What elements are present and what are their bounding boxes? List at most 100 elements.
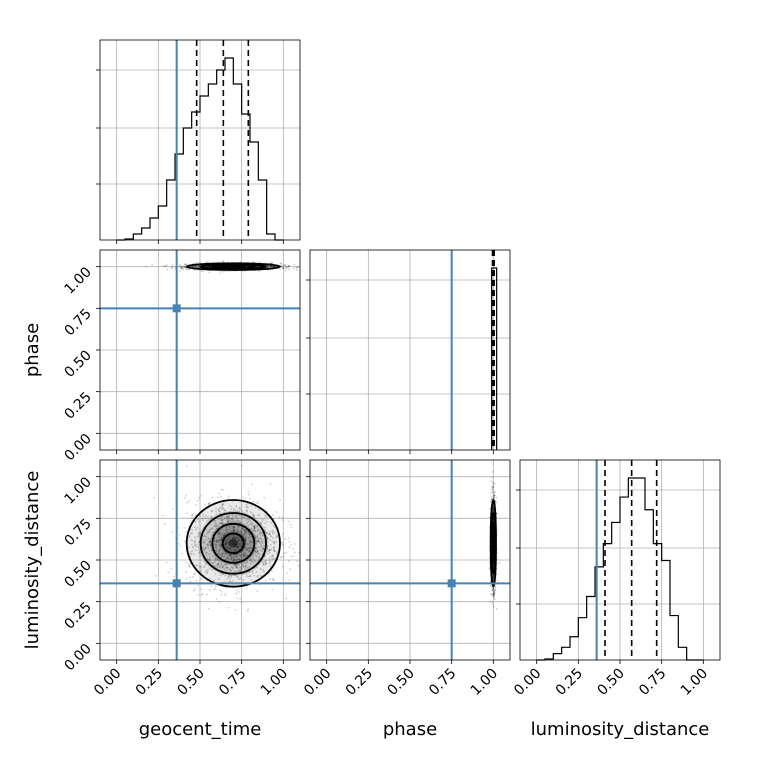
panel-geocent_time-vs-luminosity_distance: 0.00 0.25 0.50 0.75 1.000.000.250.500.751.00 xyxy=(61,459,301,699)
panel-phase-hist-histogram xyxy=(491,267,498,450)
panel-geocent_time-vs-luminosity_distance-sample xyxy=(215,597,218,600)
panel-geocent_time-vs-luminosity_distance-sample xyxy=(220,515,223,518)
panel-geocent_time-vs-luminosity_distance-sample xyxy=(280,541,283,544)
panel-geocent_time-vs-luminosity_distance-sample xyxy=(239,530,241,533)
panel-geocent_time-vs-luminosity_distance-sample xyxy=(248,537,251,540)
panel-geocent_time-vs-luminosity_distance-sample xyxy=(219,533,221,535)
panel-geocent_time-vs-luminosity_distance-sample xyxy=(209,543,212,546)
panel-geocent_time-vs-luminosity_distance-sample xyxy=(234,549,237,552)
panel-geocent_time-vs-luminosity_distance-sample xyxy=(249,562,252,565)
panel-phase-vs-luminosity_distance-sample xyxy=(498,562,500,564)
panel-geocent_time-vs-luminosity_distance-sample xyxy=(246,546,248,549)
panel-geocent_time-vs-luminosity_distance-sample xyxy=(219,522,222,525)
panel-geocent_time-vs-luminosity_distance-sample xyxy=(273,548,276,551)
panel-phase-vs-luminosity_distance-sample xyxy=(492,483,495,485)
panel-geocent_time-vs-luminosity_distance-sample xyxy=(192,512,195,515)
panel-phase-vs-luminosity_distance-sample xyxy=(492,543,495,545)
panel-geocent_time-vs-luminosity_distance-sample xyxy=(253,525,256,527)
panel-geocent_time-vs-luminosity_distance-sample xyxy=(208,531,211,534)
panel-phase-vs-luminosity_distance-sample xyxy=(492,539,495,542)
panel-geocent_time-vs-luminosity_distance-sample xyxy=(228,547,231,550)
panel-geocent_time-vs-luminosity_distance-sample xyxy=(268,549,271,552)
panel-geocent_time-vs-luminosity_distance-sample xyxy=(224,532,226,535)
panel-geocent_time-vs-phase-sample xyxy=(218,265,221,268)
panel-geocent_time-vs-luminosity_distance-sample xyxy=(244,534,247,537)
panel-geocent_time-vs-luminosity_distance-sample xyxy=(290,526,293,529)
panel-geocent_time-vs-phase-sample xyxy=(228,265,231,268)
panel-geocent_time-vs-luminosity_distance-sample xyxy=(236,576,238,578)
panel-geocent_time-vs-luminosity_distance-sample xyxy=(243,554,246,557)
panel-geocent_time-vs-luminosity_distance-sample xyxy=(253,534,256,537)
panel-geocent_time-vs-luminosity_distance-sample xyxy=(234,570,237,573)
panel-geocent_time-vs-luminosity_distance-sample xyxy=(218,601,220,603)
panel-geocent_time-vs-luminosity_distance-sample xyxy=(245,503,248,506)
panel-geocent_time-vs-luminosity_distance-sample xyxy=(226,566,229,569)
panel-geocent_time-vs-luminosity_distance-sample xyxy=(209,540,211,543)
panel-geocent_time-vs-phase-sample xyxy=(185,263,188,266)
panel-geocent_time-vs-luminosity_distance-sample xyxy=(206,558,209,560)
panel-geocent_time-vs-luminosity_distance-sample xyxy=(220,593,223,596)
panel-phase-vs-luminosity_distance-xtick-label: 0.25 xyxy=(343,666,376,699)
panel-geocent_time-vs-luminosity_distance-sample xyxy=(262,547,265,550)
panel-phase-vs-luminosity_distance-sample xyxy=(491,486,494,489)
panel-geocent_time-vs-luminosity_distance-sample xyxy=(262,563,265,566)
panel-geocent_time-vs-luminosity_distance-sample xyxy=(242,516,244,519)
panel-geocent_time-vs-phase-sample xyxy=(180,266,183,269)
panel-geocent_time-vs-luminosity_distance-sample xyxy=(236,508,239,511)
panel-geocent_time-vs-luminosity_distance-sample xyxy=(222,565,225,568)
panel-geocent_time-vs-luminosity_distance-sample xyxy=(253,527,256,530)
panel-geocent_time-vs-luminosity_distance-sample xyxy=(245,505,248,508)
panel-geocent_time-vs-phase-sample xyxy=(234,266,237,269)
panel-geocent_time-vs-phase-sample xyxy=(195,262,198,264)
panel-geocent_time-vs-luminosity_distance-sample xyxy=(260,549,262,552)
panel-geocent_time-vs-luminosity_distance-sample xyxy=(265,515,268,518)
panel-phase-vs-luminosity_distance-sample xyxy=(492,546,495,549)
panel-geocent_time-vs-phase-sample xyxy=(285,266,288,268)
panel-geocent_time-vs-luminosity_distance-sample xyxy=(251,539,254,542)
panel-geocent_time-vs-luminosity_distance-sample xyxy=(229,555,232,558)
panel-phase-vs-luminosity_distance-sample xyxy=(491,485,493,488)
panel-geocent_time-vs-luminosity_distance-sample xyxy=(266,537,269,539)
panel-geocent_time-vs-luminosity_distance-sample xyxy=(218,518,221,521)
panel-phase-vs-luminosity_distance-sample xyxy=(494,586,497,589)
panel-geocent_time-vs-luminosity_distance-sample xyxy=(233,558,236,561)
panel-geocent_time-vs-luminosity_distance-sample xyxy=(256,540,259,543)
panel-phase-vs-luminosity_distance-sample xyxy=(492,576,495,578)
panel-geocent_time-vs-luminosity_distance-sample xyxy=(202,515,205,518)
panel-phase-vs-luminosity_distance-sample xyxy=(492,536,495,539)
panel-geocent_time-vs-luminosity_distance-sample xyxy=(216,566,219,569)
panel-geocent_time-vs-luminosity_distance-sample xyxy=(197,552,200,555)
panel-geocent_time-vs-luminosity_distance-sample xyxy=(207,530,210,533)
panel-geocent_time-vs-luminosity_distance-sample xyxy=(218,549,221,552)
panel-geocent_time-vs-luminosity_distance-sample xyxy=(219,539,222,542)
panel-geocent_time-vs-luminosity_distance-density-level xyxy=(210,521,257,565)
panel-geocent_time-vs-phase-sample xyxy=(185,263,188,266)
panel-geocent_time-vs-luminosity_distance-sample xyxy=(219,565,222,568)
panel-phase-vs-luminosity_distance-xtick-label: 0.00 xyxy=(301,666,334,699)
panel-geocent_time-vs-luminosity_distance-sample xyxy=(218,510,221,513)
panel-geocent_time-vs-phase-sample xyxy=(180,267,183,270)
panel-geocent_time-vs-luminosity_distance-sample xyxy=(204,565,206,568)
panel-geocent_time-vs-luminosity_distance-sample xyxy=(229,504,231,507)
panel-phase-vs-luminosity_distance-sample xyxy=(491,601,494,604)
panel-geocent_time-vs-phase-sample xyxy=(236,265,239,268)
panel-geocent_time-vs-phase-sample xyxy=(226,265,229,268)
panel-geocent_time-vs-luminosity_distance-sample xyxy=(207,553,210,555)
panel-geocent_time-vs-luminosity_distance-sample xyxy=(269,561,271,564)
panel-geocent_time-vs-phase-sample xyxy=(170,266,173,269)
panel-geocent_time-vs-luminosity_distance-sample xyxy=(226,566,228,569)
panel-geocent_time-vs-phase-sample xyxy=(231,265,233,268)
panel-geocent_time-vs-luminosity_distance-sample xyxy=(254,547,257,549)
panel-geocent_time-vs-luminosity_distance-sample xyxy=(211,531,214,534)
panel-geocent_time-vs-luminosity_distance-sample xyxy=(229,554,231,557)
panel-geocent_time-vs-luminosity_distance-sample xyxy=(235,555,238,558)
panel-geocent_time-vs-luminosity_distance-sample xyxy=(211,528,214,531)
panel-geocent_time-vs-luminosity_distance-sample xyxy=(213,537,216,540)
panel-geocent_time-vs-luminosity_distance-sample xyxy=(221,503,224,505)
panel-phase-vs-luminosity_distance-grid xyxy=(310,460,510,660)
panel-geocent_time-vs-luminosity_distance-sample xyxy=(219,530,222,532)
panel-geocent_time-vs-luminosity_distance-sample xyxy=(225,553,228,556)
panel-geocent_time-vs-luminosity_distance-sample xyxy=(224,542,227,545)
panel-geocent_time-vs-luminosity_distance-sample xyxy=(238,510,241,513)
panel-geocent_time-vs-luminosity_distance-sample xyxy=(245,537,247,540)
